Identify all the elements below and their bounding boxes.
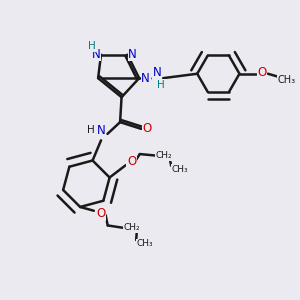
Text: CH₃: CH₃ — [171, 165, 188, 174]
Text: CH₂: CH₂ — [123, 223, 140, 232]
Text: N: N — [128, 48, 137, 61]
Text: O: O — [127, 155, 136, 168]
Text: O: O — [257, 66, 267, 79]
Text: O: O — [142, 122, 152, 135]
Text: N: N — [141, 72, 150, 85]
Text: N: N — [152, 66, 161, 80]
Text: CH₃: CH₃ — [136, 239, 153, 248]
Text: H: H — [88, 41, 95, 52]
Text: CH₃: CH₃ — [278, 75, 296, 85]
Text: H: H — [87, 125, 94, 135]
Text: O: O — [96, 207, 105, 220]
Text: N: N — [97, 124, 105, 137]
Text: H: H — [157, 80, 165, 90]
Text: CH₂: CH₂ — [155, 151, 172, 160]
Text: N: N — [92, 48, 100, 61]
